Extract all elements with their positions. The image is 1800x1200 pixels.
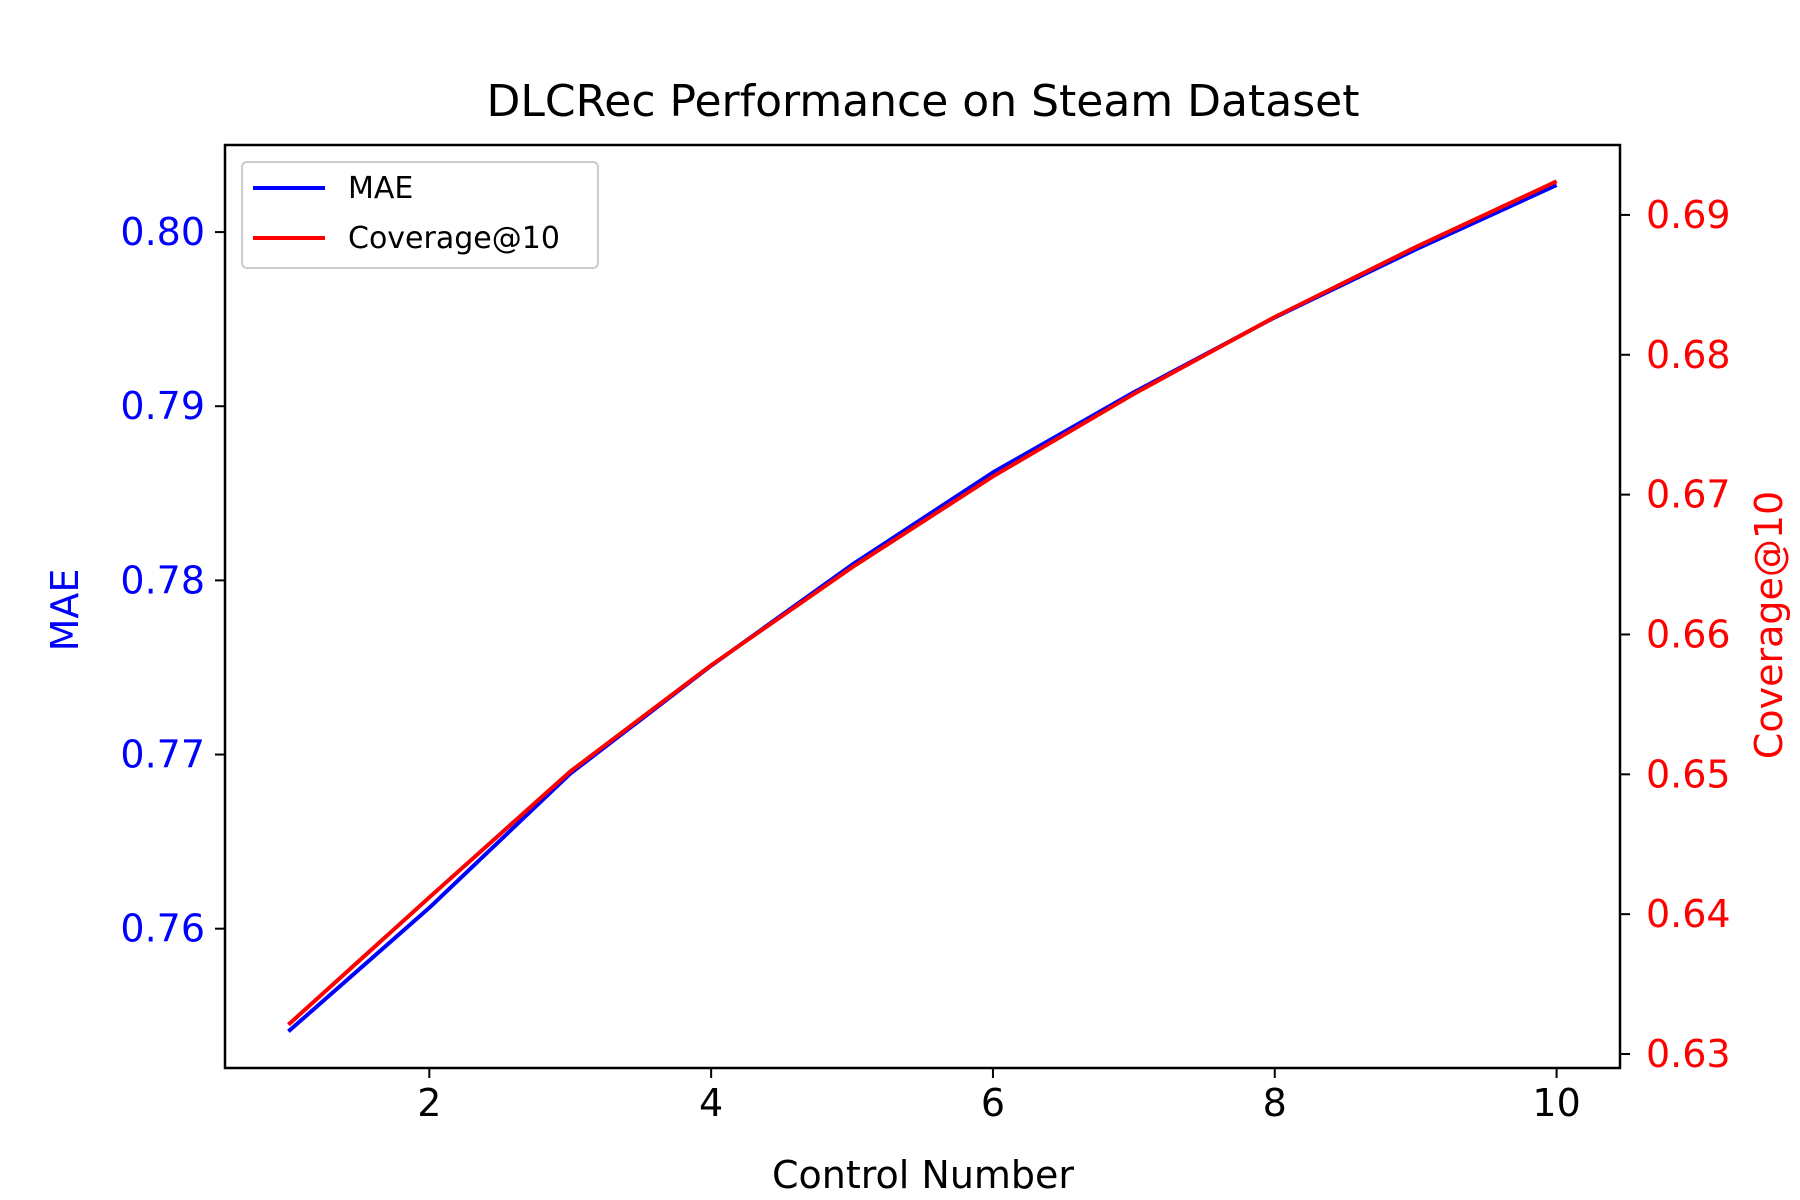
right-y-tick-label: 0.67 — [1646, 473, 1731, 517]
right-y-tick-label: 0.63 — [1646, 1032, 1731, 1076]
x-tick-label: 6 — [981, 1081, 1005, 1125]
right-y-tick-label: 0.69 — [1646, 193, 1731, 237]
plot-area: 2 4 6 8 10 0.76 0.77 0.78 0.79 0.80 0.63 0.64 0.65 0.… — [120, 143, 1731, 1125]
right-y-axis-label: Coverage@10 — [1747, 491, 1791, 759]
left-y-tick-label: 0.79 — [120, 384, 205, 428]
right-y-tick-label: 0.68 — [1646, 333, 1731, 377]
x-tick-label: 8 — [1263, 1081, 1287, 1125]
x-tick-label: 4 — [699, 1081, 723, 1125]
series-line-coverage — [287, 179, 1558, 1027]
legend-box — [241, 161, 599, 269]
right-y-tick-label: 0.66 — [1646, 612, 1731, 656]
left-y-axis-label: MAE — [43, 569, 87, 652]
x-tick-label: 2 — [417, 1081, 441, 1125]
left-y-tick-label: 0.78 — [120, 558, 205, 602]
chart-title: DLCRec Performance on Steam Dataset — [487, 76, 1360, 127]
left-y-tick-label: 0.76 — [120, 907, 205, 951]
legend: MAE Coverage@10 — [241, 161, 599, 269]
plot-frame — [223, 143, 1622, 1070]
left-y-tick-label: 0.80 — [120, 210, 205, 254]
x-axis-label: Control Number — [772, 1153, 1074, 1197]
right-y-tick-label: 0.64 — [1646, 892, 1731, 936]
x-tick-label: 10 — [1532, 1081, 1580, 1125]
left-y-tick-label: 0.77 — [120, 733, 205, 777]
legend-label-mae: MAE — [348, 171, 413, 206]
right-y-tick-label: 0.65 — [1646, 752, 1731, 796]
legend-label-coverage: Coverage@10 — [348, 221, 560, 256]
